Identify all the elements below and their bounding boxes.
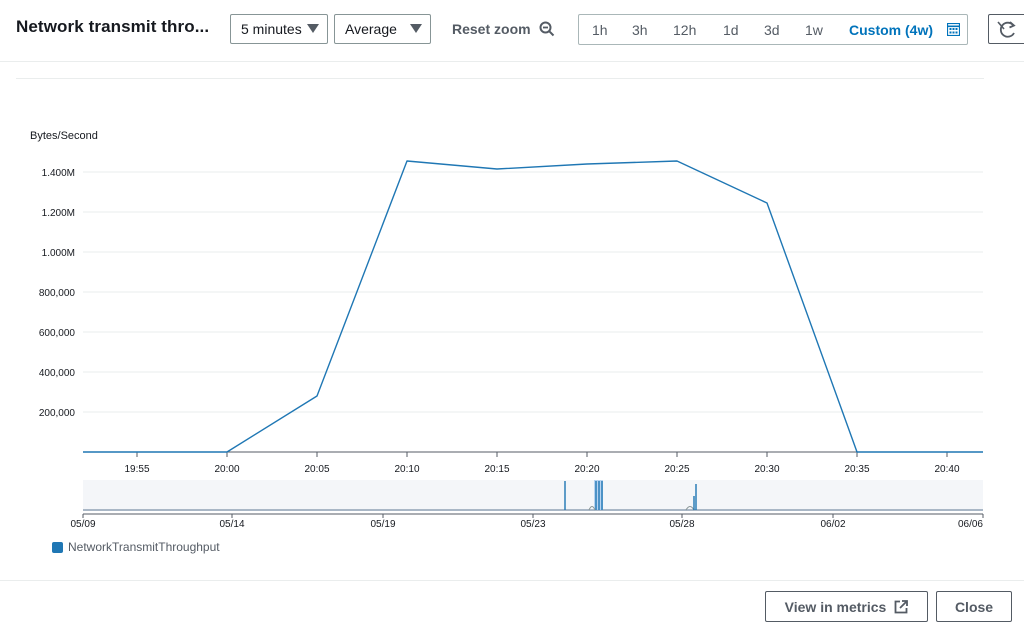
navigator-ticks: 05/09 05/14 05/19 05/23 05/28 06/02 06/06	[70, 514, 984, 530]
x-tick-label: 20:15	[484, 464, 509, 475]
navigator-tick-label: 05/19	[370, 519, 395, 530]
navigator-tick-label: 05/28	[669, 519, 694, 530]
series-line[interactable]	[83, 160, 983, 453]
y-tick-label: 1.200M	[42, 208, 75, 219]
line-chart[interactable]: Bytes/Second 200,000 400,000 600,000 800,00…	[0, 0, 1024, 560]
x-axis-ticks: 19:55 20:00 20:05 20:10 20:15 20:20 20:25 20:30…	[124, 452, 960, 475]
caret-down-icon	[307, 24, 319, 33]
range-custom[interactable]: Custom (4w)	[849, 22, 933, 38]
footer-divider	[0, 580, 1024, 581]
series-layer	[83, 160, 983, 453]
external-link-icon	[894, 599, 909, 613]
x-tick-label: 20:10	[394, 464, 419, 475]
statistic-select-value: Average	[345, 21, 397, 37]
time-navigator[interactable]: 05/09 05/14 05/19 05/23 05/28 06/02 06/06	[70, 480, 984, 530]
range-3d[interactable]: 3d	[764, 22, 780, 38]
x-tick-label: 20:30	[754, 464, 779, 475]
y-axis-label: Bytes/Second	[30, 130, 98, 142]
range-1w[interactable]: 1w	[805, 22, 823, 38]
y-tick-label: 1.000M	[42, 248, 75, 259]
view-in-metrics-label: View in metrics	[784, 598, 887, 615]
range-1h[interactable]: 1h	[592, 22, 608, 38]
view-in-metrics-button[interactable]: View in metrics	[765, 591, 928, 622]
time-range-group: 1h 3h 12h 1d 3d 1w Custom (4w)	[578, 14, 968, 45]
navigator-tick-label: 05/09	[70, 519, 95, 530]
navigator-background	[83, 480, 983, 510]
widget-title: Network transmit thro...	[16, 17, 210, 36]
reset-zoom-button[interactable]: Reset zoom	[452, 21, 555, 37]
x-tick-label: 20:40	[934, 464, 959, 475]
range-1d[interactable]: 1d	[723, 22, 739, 38]
y-tick-label: 600,000	[39, 328, 76, 339]
navigator-tick-label: 05/14	[219, 519, 244, 530]
x-tick-label: 19:55	[124, 464, 149, 475]
chart-legend[interactable]: NetworkTransmitThroughput	[52, 540, 220, 554]
navigator-tick-label: 06/06	[958, 519, 983, 530]
y-tick-label: 800,000	[39, 288, 76, 299]
period-select-value: 5 minutes	[241, 21, 302, 37]
chart-top-divider	[16, 78, 984, 79]
refresh-button[interactable]	[988, 14, 1024, 44]
y-tick-label: 200,000	[39, 408, 76, 419]
x-tick-label: 20:25	[664, 464, 689, 475]
y-tick-label: 1.400M	[42, 168, 75, 179]
period-select[interactable]: 5 minutes	[230, 14, 328, 44]
x-tick-label: 20:35	[844, 464, 869, 475]
x-tick-label: 20:05	[304, 464, 329, 475]
y-axis-ticks: 200,000 400,000 600,000 800,000 1.000M 1.200M…	[39, 168, 76, 419]
zoom-out-icon	[539, 21, 554, 37]
range-3h[interactable]: 3h	[632, 22, 648, 38]
modal-header: Network transmit thro... 5 minutes Avera…	[0, 0, 1024, 62]
range-12h[interactable]: 12h	[673, 22, 697, 38]
x-tick-label: 20:00	[214, 464, 239, 475]
statistic-select[interactable]: Average	[334, 14, 431, 44]
navigator-tick-label: 06/02	[820, 519, 845, 530]
legend-swatch	[52, 541, 63, 553]
caret-down-icon	[410, 24, 422, 33]
legend-series-label: NetworkTransmitThroughput	[68, 540, 220, 554]
calendar-icon[interactable]	[947, 23, 960, 36]
navigator-handle-left[interactable]	[588, 506, 596, 511]
close-button[interactable]: Close	[936, 591, 1012, 622]
y-tick-label: 400,000	[39, 368, 76, 379]
grid-lines	[83, 171, 983, 413]
refresh-icon	[997, 21, 1016, 38]
reset-zoom-label: Reset zoom	[452, 21, 531, 37]
navigator-tick-label: 05/23	[520, 519, 545, 530]
close-label: Close	[954, 598, 994, 615]
x-tick-label: 20:20	[574, 464, 599, 475]
